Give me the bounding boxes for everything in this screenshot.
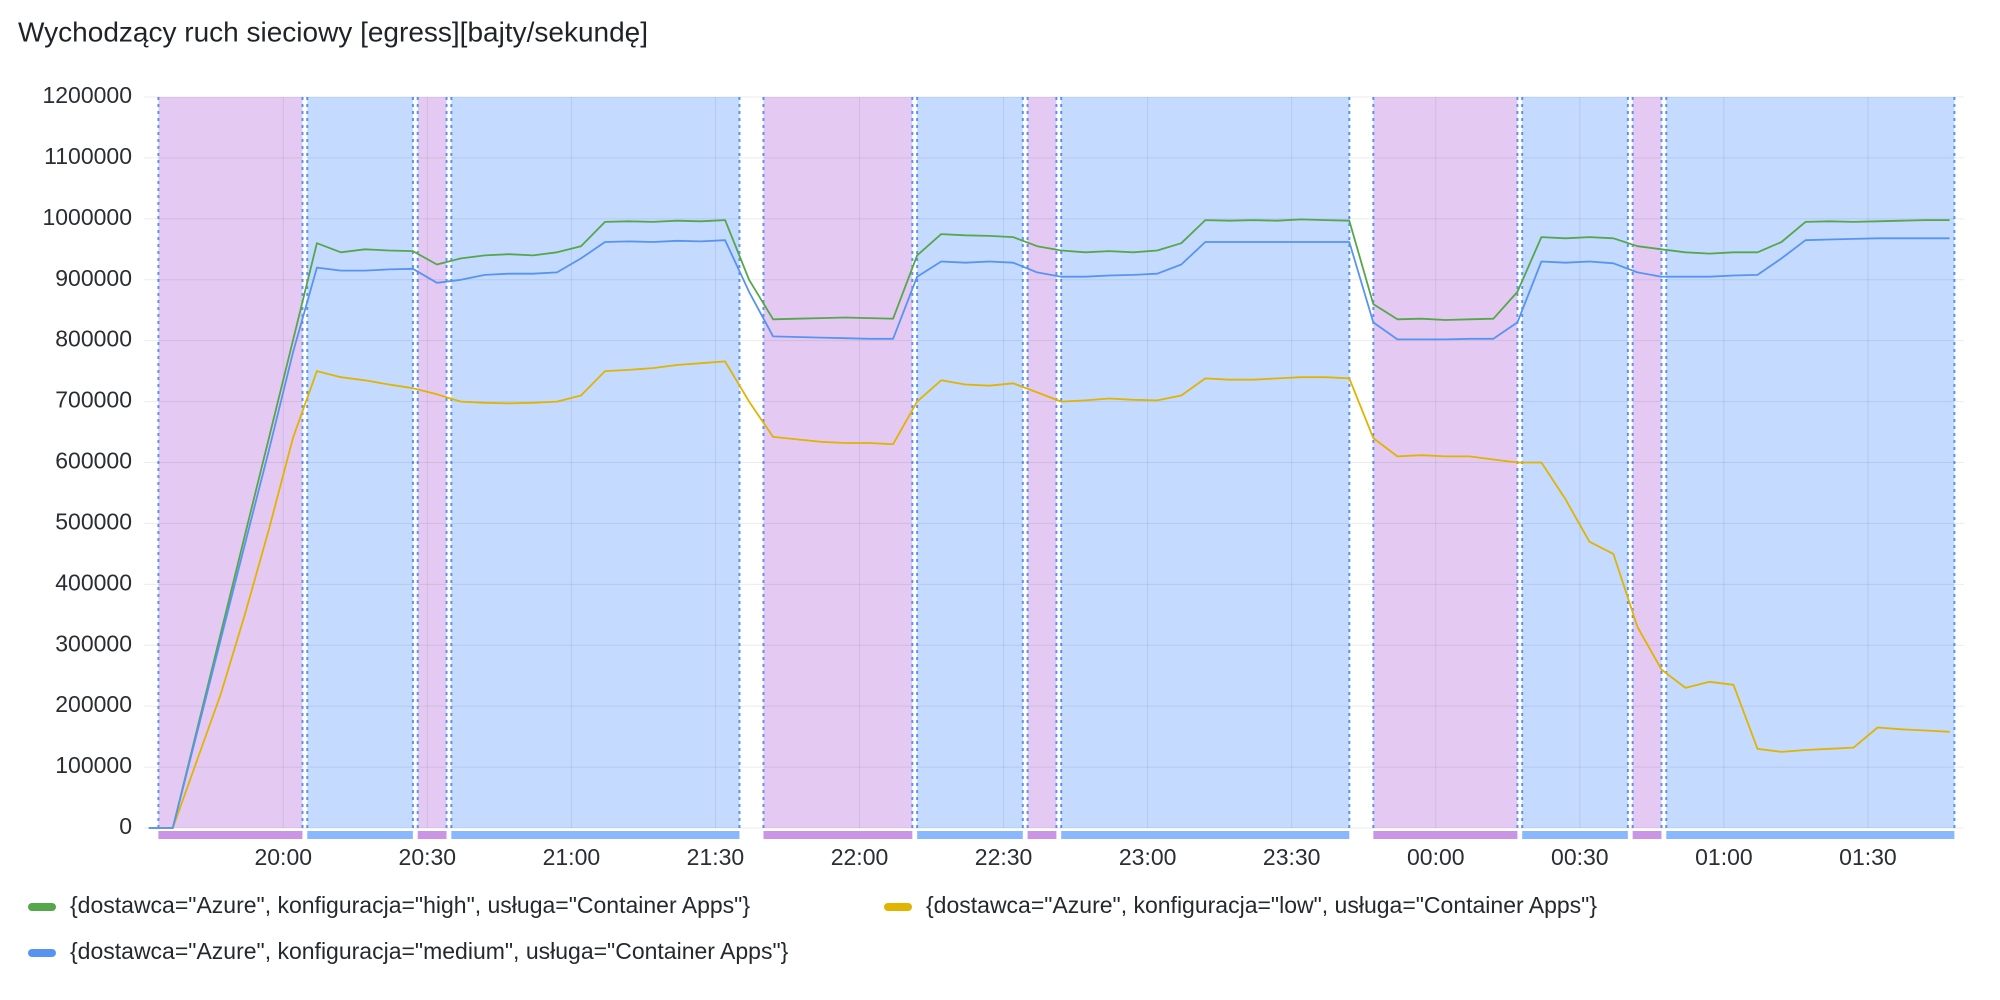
annotation-region [1373, 97, 1518, 828]
x-tick-label: 21:00 [543, 844, 601, 870]
y-tick-label: 300000 [55, 630, 132, 656]
annotation-marker [1027, 831, 1057, 839]
x-tick-label: 20:00 [254, 844, 312, 870]
y-tick-label: 0 [119, 813, 132, 839]
chart-title: Wychodzący ruch sieciowy [egress][bajty/… [18, 16, 648, 47]
annotation-region [763, 97, 913, 828]
y-tick-label: 800000 [55, 326, 132, 352]
x-tick-label: 00:00 [1407, 844, 1465, 870]
legend-swatch [884, 903, 912, 911]
y-tick-label: 1200000 [42, 82, 132, 108]
x-tick-label: 22:30 [975, 844, 1033, 870]
legend-label: {dostawca="Azure", konfiguracja="low", u… [926, 892, 1597, 918]
y-tick-label: 900000 [55, 265, 132, 291]
annotation-region [1632, 97, 1662, 828]
annotation-region [158, 97, 303, 828]
y-tick-label: 200000 [55, 691, 132, 717]
x-tick-label: 23:00 [1119, 844, 1177, 870]
x-tick-label: 20:30 [399, 844, 457, 870]
x-tick-label: 01:30 [1839, 844, 1897, 870]
y-tick-label: 1000000 [42, 204, 132, 230]
annotation-region [1027, 97, 1057, 828]
series-line [148, 360, 1950, 829]
legend-label: {dostawca="Azure", konfiguracja="high", … [70, 892, 750, 918]
annotation-marker [158, 831, 303, 839]
y-tick-label: 500000 [55, 508, 132, 534]
series-line [148, 237, 1950, 829]
annotation-marker [1373, 831, 1518, 839]
legend-swatch [28, 903, 56, 911]
annotation-marker [307, 831, 413, 839]
x-tick-label: 23:30 [1263, 844, 1321, 870]
annotation-region [307, 97, 413, 828]
y-tick-label: 600000 [55, 448, 132, 474]
x-tick-label: 01:00 [1695, 844, 1753, 870]
annotation-region [417, 97, 447, 828]
y-tick-label: 700000 [55, 387, 132, 413]
x-tick-label: 22:00 [831, 844, 889, 870]
annotation-marker [1522, 831, 1628, 839]
annotation-marker [1632, 831, 1662, 839]
annotation-marker [917, 831, 1023, 839]
annotation-marker [451, 831, 740, 839]
legend-swatch [28, 949, 56, 957]
x-tick-label: 21:30 [687, 844, 745, 870]
y-tick-label: 100000 [55, 752, 132, 778]
annotation-marker [417, 831, 447, 839]
annotation-region [1666, 97, 1955, 828]
annotation-marker [763, 831, 913, 839]
annotation-region [917, 97, 1023, 828]
legend-label: {dostawca="Azure", konfiguracja="medium"… [70, 938, 789, 964]
x-tick-label: 00:30 [1551, 844, 1609, 870]
annotation-region [451, 97, 740, 828]
y-tick-label: 400000 [55, 569, 132, 595]
annotation-marker [1061, 831, 1350, 839]
series-line [148, 218, 1950, 829]
y-tick-label: 1100000 [44, 143, 132, 169]
annotation-marker [1666, 831, 1955, 839]
